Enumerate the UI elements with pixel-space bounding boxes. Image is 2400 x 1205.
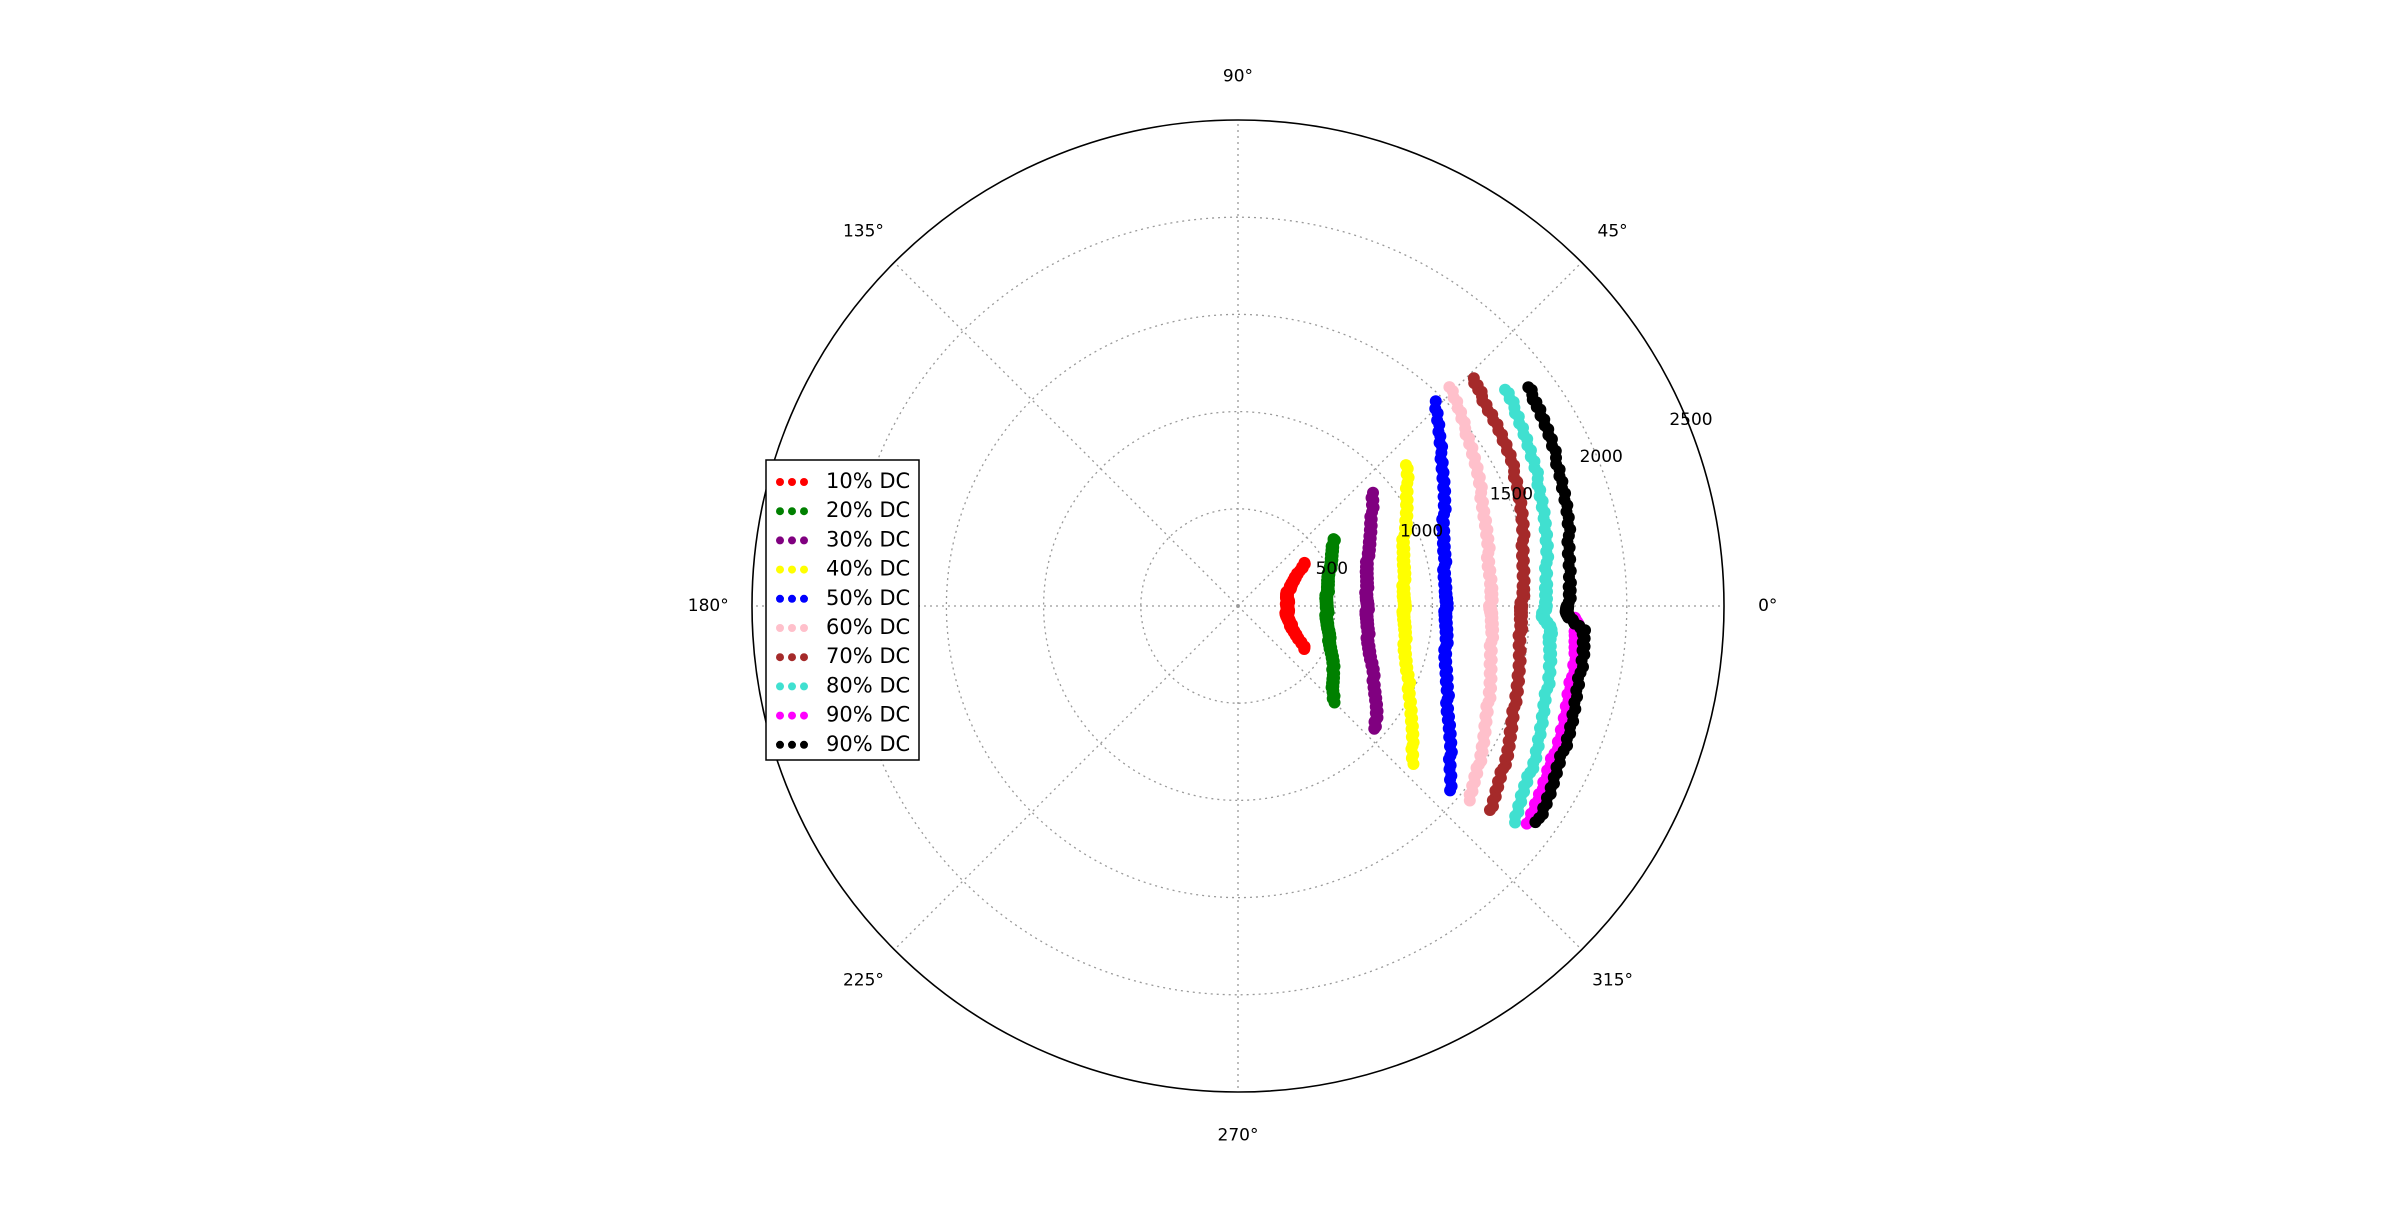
data-point	[1443, 381, 1456, 394]
legend-marker	[800, 507, 808, 516]
legend-marker	[800, 711, 808, 720]
series-6	[1443, 381, 1500, 807]
legend-label: 70% DC	[826, 644, 910, 668]
legend-marker	[776, 536, 784, 545]
theta-tick-label: 315°	[1592, 971, 1633, 991]
legend-marker	[776, 740, 784, 749]
legend-marker	[788, 565, 796, 574]
data-point	[1522, 381, 1535, 394]
polar-frame	[751, 119, 1725, 1093]
legend-marker	[788, 711, 796, 720]
legend-entry: 80% DC	[776, 673, 910, 697]
legend-entry: 20% DC	[776, 498, 910, 522]
r-gridline	[945, 313, 1531, 899]
legend-marker	[788, 682, 796, 691]
r-tick-label: 2500	[1669, 410, 1712, 430]
series-4	[1396, 459, 1420, 770]
legend-marker	[776, 478, 784, 486]
data-point	[1429, 395, 1442, 408]
legend-entry: 60% DC	[776, 615, 910, 639]
axis-tick-labels: 0° 45° 90° 135° 180° 225° 270° 315° 500 1000 1500 2…	[688, 66, 1778, 1145]
data-point	[1298, 556, 1311, 569]
data-points	[1279, 372, 1592, 830]
data-point	[1399, 459, 1412, 472]
data-point	[1367, 486, 1380, 499]
theta-tick-label: 225°	[843, 971, 884, 991]
legend: 10% DC 20% DC 30% DC 40% DC 50% DC 60% DC 70% …	[765, 459, 920, 761]
data-point	[1467, 372, 1480, 385]
legend-entry: 40% DC	[776, 557, 910, 581]
series-2	[1319, 533, 1341, 709]
legend-marker	[776, 594, 784, 603]
series-7	[1467, 372, 1531, 817]
theta-tick-label: 45°	[1598, 221, 1628, 241]
legend-marker	[788, 740, 796, 749]
legend-marker	[788, 624, 796, 632]
legend-marker	[776, 653, 784, 662]
legend-marker	[800, 594, 808, 603]
theta-gridline	[893, 261, 1239, 607]
legend-entry: 70% DC	[776, 644, 910, 668]
legend-marker	[776, 682, 784, 691]
theta-tick-label: 180°	[688, 596, 729, 616]
r-gridline	[848, 216, 1628, 996]
legend-label: 90% DC	[826, 732, 910, 756]
r-gridline	[1140, 508, 1336, 704]
legend-marker	[800, 624, 808, 632]
legend-marker	[800, 740, 808, 749]
data-point	[1499, 383, 1512, 396]
series-10	[1522, 381, 1592, 829]
legend-marker	[776, 565, 784, 574]
legend-label: 90% DC	[826, 703, 910, 727]
r-tick-label: 1500	[1490, 484, 1533, 504]
legend-label: 80% DC	[826, 673, 910, 697]
legend-marker	[800, 478, 808, 486]
series-3	[1359, 486, 1384, 735]
legend-label: 40% DC	[826, 557, 910, 581]
legend-marker	[788, 507, 796, 516]
legend-marker	[788, 478, 796, 486]
series-8	[1499, 383, 1558, 829]
data-point	[1327, 533, 1340, 546]
legend-label: 30% DC	[826, 527, 910, 551]
legend-marker	[800, 536, 808, 545]
legend-marker	[788, 594, 796, 603]
legend-label: 60% DC	[826, 615, 910, 639]
theta-tick-label: 90°	[1223, 66, 1253, 86]
legend-marker	[788, 536, 796, 545]
theta-tick-label: 135°	[843, 221, 884, 241]
polar-grid	[751, 119, 1725, 1093]
legend-entry: 90% DC	[776, 703, 910, 727]
legend-marker	[788, 653, 796, 662]
legend-label: 10% DC	[826, 469, 910, 493]
series-1	[1279, 556, 1311, 656]
legend-entry: 10% DC	[776, 469, 910, 493]
theta-gridline	[893, 605, 1239, 951]
legend-marker	[776, 624, 784, 632]
legend-label: 20% DC	[826, 498, 910, 522]
theta-tick-label: 0°	[1758, 596, 1777, 616]
r-tick-label: 1000	[1400, 522, 1443, 542]
series-5	[1429, 395, 1458, 797]
legend-marker	[776, 711, 784, 720]
legend-entry: 90% DC	[776, 732, 910, 756]
legend-entry: 50% DC	[776, 586, 910, 610]
legend-marker	[800, 682, 808, 691]
legend-marker	[776, 507, 784, 516]
r-tick-label: 500	[1316, 559, 1348, 579]
r-gridline	[1042, 410, 1434, 802]
legend-marker	[800, 653, 808, 662]
theta-tick-label: 270°	[1218, 1126, 1259, 1146]
legend-label: 50% DC	[826, 586, 910, 610]
legend-marker	[800, 565, 808, 574]
legend-entry: 30% DC	[776, 527, 910, 551]
r-tick-label: 2000	[1580, 447, 1623, 467]
